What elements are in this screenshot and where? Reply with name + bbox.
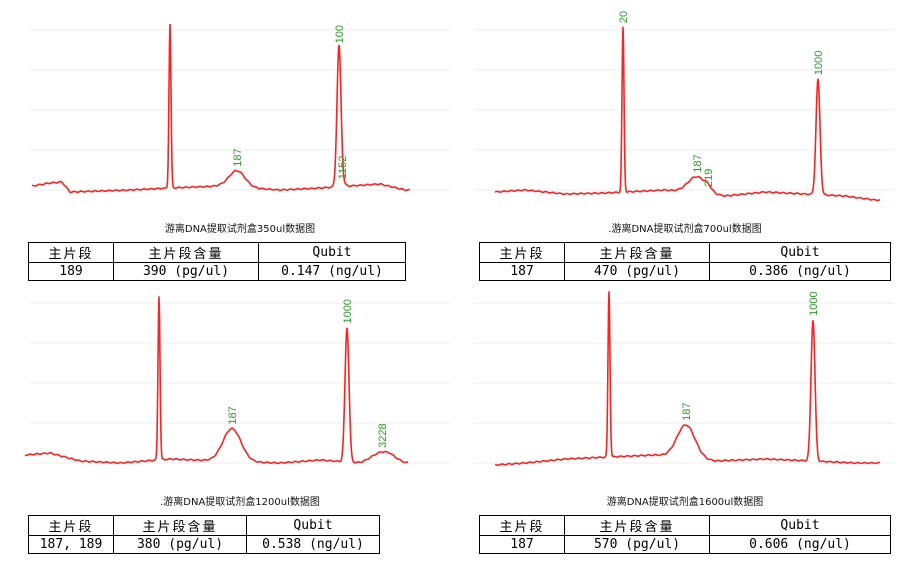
header-qubit: Qubit (709, 242, 891, 263)
peak-label: 187 (227, 406, 239, 424)
cell-qubit: 0.386 (ng/ul) (709, 262, 891, 281)
peak-label: 187 (692, 154, 704, 172)
cell-main-fragment: 187 (479, 262, 565, 281)
peak-label: 100 (334, 25, 346, 43)
results-table: 主片段 主片段含量 Qubit 187, 189 380 (pg/ul) 0.5… (28, 515, 380, 554)
electropherogram-plot: 20 187 219 1000 (465, 10, 905, 215)
table-header-row: 主片段 主片段含量 Qubit (479, 242, 891, 263)
header-qubit: Qubit (709, 515, 891, 536)
results-table: 主片段 主片段含量 Qubit 187 570 (pg/ul) 0.606 (n… (479, 515, 891, 554)
chart-caption: .游离DNA提取试剂盒700ul数据图 (608, 224, 762, 235)
header-fragment-content: 主片段含量 (564, 242, 710, 263)
table-row: 187, 189 380 (pg/ul) 0.538 (ng/ul) (28, 535, 380, 554)
chart-panel-700ul: 20 187 219 1000 .游离DNA提取试剂盒700ul数据图 主片段 主片段… (465, 10, 905, 290)
cell-fragment-content: 570 (pg/ul) (564, 535, 710, 554)
peak-label: 187 (232, 148, 244, 166)
trace-line (31, 23, 411, 194)
header-fragment-content: 主片段含量 (113, 242, 259, 263)
electropherogram-svg: 187 1000 (475, 291, 895, 467)
cell-main-fragment: 187, 189 (28, 535, 114, 554)
peak-label: 1152 (337, 156, 349, 180)
header-qubit: Qubit (246, 515, 380, 536)
results-table: 主片段 主片段含量 Qubit 187 470 (pg/ul) 0.386 (n… (479, 242, 891, 281)
peak-label: 1000 (808, 291, 820, 315)
chart-panel-1200ul: 187 1000 3228 .游离DNA提取试剂盒1200ul数据图 主片段 主片段… (20, 283, 460, 563)
table-row: 187 470 (pg/ul) 0.386 (ng/ul) (479, 262, 891, 281)
cell-main-fragment: 189 (28, 262, 114, 281)
cell-qubit: 0.147 (ng/ul) (258, 262, 406, 281)
chart-panel-1600ul: 187 1000 游离DNA提取试剂盒1600ul数据图 主片段 主片段含量 Qu… (465, 283, 905, 563)
electropherogram-svg: 187 1000 3228 (24, 296, 450, 465)
chart-panel-350ul: 187 100 1152 游离DNA提取试剂盒350ul数据图 主片段 主片段含量 … (20, 10, 460, 290)
electropherogram-svg: 187 100 1152 (30, 23, 450, 194)
header-main-fragment: 主片段 (28, 515, 114, 536)
electropherogram-plot: 187 1000 (465, 283, 905, 488)
table-header-row: 主片段 主片段含量 Qubit (479, 515, 891, 536)
header-fragment-content: 主片段含量 (564, 515, 710, 536)
header-qubit: Qubit (258, 242, 406, 263)
table-row: 187 570 (pg/ul) 0.606 (ng/ul) (479, 535, 891, 554)
cell-qubit: 0.606 (ng/ul) (709, 535, 891, 554)
chart-caption: 游离DNA提取试剂盒1600ul数据图 (606, 497, 764, 508)
chart-caption: 游离DNA提取试剂盒350ul数据图 (164, 224, 316, 235)
cell-main-fragment: 187 (479, 535, 565, 554)
trace-line (494, 291, 881, 467)
cell-fragment-content: 390 (pg/ul) (113, 262, 259, 281)
results-table: 主片段 主片段含量 Qubit 189 390 (pg/ul) 0.147 (n… (28, 242, 406, 281)
peak-label: 1000 (813, 51, 825, 75)
chart-caption: .游离DNA提取试剂盒1200ul数据图 (160, 497, 320, 508)
table-header-row: 主片段 主片段含量 Qubit (28, 515, 380, 536)
electropherogram-plot: 187 1000 3228 (20, 283, 460, 488)
peak-label: 187 (681, 403, 693, 421)
table-row: 189 390 (pg/ul) 0.147 (ng/ul) (28, 262, 406, 281)
trace-line (24, 296, 409, 465)
peak-label: 20 (618, 11, 630, 23)
header-main-fragment: 主片段 (28, 242, 114, 263)
table-header-row: 主片段 主片段含量 Qubit (28, 242, 406, 263)
header-main-fragment: 主片段 (479, 242, 565, 263)
cell-qubit: 0.538 (ng/ul) (246, 535, 380, 554)
header-main-fragment: 主片段 (479, 515, 565, 536)
peak-label: 3228 (377, 423, 389, 447)
cell-fragment-content: 470 (pg/ul) (564, 262, 710, 281)
electropherogram-plot: 187 100 1152 (20, 10, 460, 215)
peak-label: 219 (703, 169, 715, 187)
trace-line (494, 26, 881, 202)
header-fragment-content: 主片段含量 (113, 515, 247, 536)
peak-label: 1000 (342, 299, 354, 323)
cell-fragment-content: 380 (pg/ul) (113, 535, 247, 554)
